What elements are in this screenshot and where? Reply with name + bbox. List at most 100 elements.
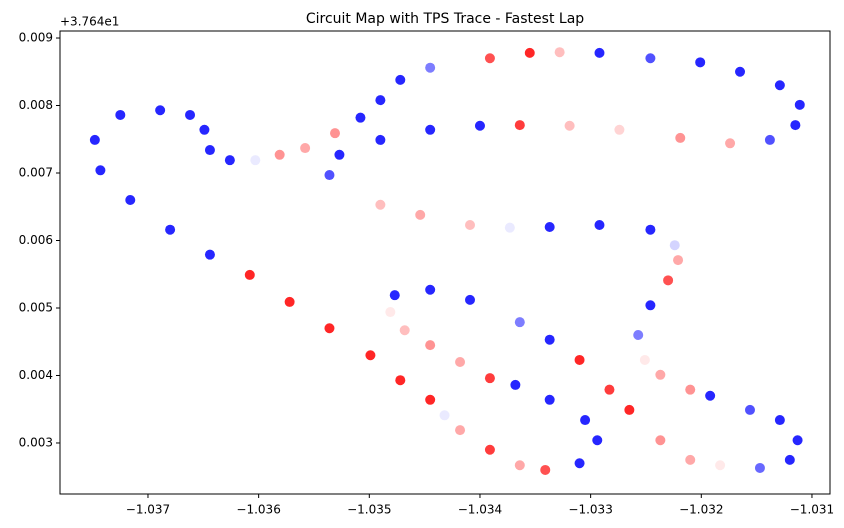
track-point	[425, 62, 436, 73]
y-tick-label: 0.003	[19, 435, 53, 449]
x-tick-label: −1.031	[790, 503, 834, 517]
track-point	[395, 375, 406, 386]
track-point	[540, 464, 551, 475]
track-point	[574, 458, 585, 469]
track-point	[645, 224, 656, 235]
track-point	[95, 165, 106, 176]
track-point	[250, 155, 261, 166]
track-point	[204, 145, 215, 156]
track-point	[655, 435, 666, 446]
track-point	[744, 404, 755, 415]
track-point	[544, 334, 555, 345]
track-point	[554, 47, 565, 58]
track-point	[339, 186, 350, 197]
track-point	[790, 120, 801, 131]
track-point	[794, 99, 805, 110]
track-point	[375, 134, 386, 145]
track-point	[784, 454, 795, 465]
track-point	[645, 53, 656, 64]
track-point	[375, 199, 386, 210]
track-point	[465, 219, 476, 230]
track-point	[375, 95, 386, 106]
x-tick-label: −1.035	[347, 503, 391, 517]
track-point	[244, 269, 255, 280]
track-point	[510, 379, 521, 390]
track-point	[89, 134, 100, 145]
track-point	[673, 255, 684, 266]
track-point	[484, 373, 495, 384]
track-point	[185, 109, 196, 120]
track-point	[725, 138, 736, 149]
track-point	[365, 350, 376, 361]
x-tick-label: −1.034	[458, 503, 502, 517]
track-point	[474, 120, 485, 131]
track-point	[645, 300, 656, 311]
track-point	[544, 221, 555, 232]
track-point	[389, 290, 400, 301]
track-point	[735, 66, 746, 77]
track-point	[764, 134, 775, 145]
x-tick-label: −1.033	[568, 503, 612, 517]
track-point	[695, 57, 706, 68]
track-point	[334, 149, 345, 160]
y-tick-label: 0.007	[19, 166, 53, 180]
x-tick-label: −1.032	[679, 503, 723, 517]
x-tick-label: −1.036	[236, 503, 280, 517]
track-point	[655, 369, 666, 380]
track-point	[685, 384, 696, 395]
track-point	[774, 80, 785, 91]
track-point	[594, 47, 605, 58]
track-point	[324, 323, 335, 334]
track-point	[633, 329, 644, 340]
track-point	[465, 294, 476, 305]
track-point	[754, 462, 765, 473]
track-point	[415, 209, 426, 220]
track-point	[580, 415, 591, 426]
track-point	[705, 390, 716, 401]
track-point	[425, 124, 436, 135]
track-point	[685, 454, 696, 465]
track-point	[594, 219, 605, 230]
track-point	[455, 57, 466, 68]
track-point	[715, 460, 726, 471]
track-point	[669, 240, 680, 251]
y-tick-label: 0.006	[19, 233, 53, 247]
track-point	[385, 307, 396, 318]
track-point	[204, 249, 215, 260]
track-point	[115, 109, 126, 120]
track-point	[425, 284, 436, 295]
track-point	[155, 105, 166, 116]
track-point	[524, 47, 535, 58]
track-point	[324, 170, 335, 181]
y-tick-label: 0.004	[19, 368, 53, 382]
y-tick-label: 0.009	[19, 31, 53, 45]
track-point	[504, 222, 515, 233]
track-point	[425, 394, 436, 405]
track-point	[330, 128, 340, 139]
track-point	[792, 435, 803, 446]
track-point	[284, 296, 295, 307]
track-point	[165, 224, 176, 235]
track-point	[675, 132, 686, 143]
chart-title: Circuit Map with TPS Trace - Fastest Lap	[306, 11, 584, 27]
axes-frame	[59, 30, 831, 495]
track-point	[274, 149, 285, 160]
track-point	[455, 425, 466, 436]
track-point	[663, 275, 674, 286]
track-point	[514, 120, 525, 131]
track-point	[604, 384, 615, 395]
y-offset-label: +3.764e1	[60, 15, 119, 29]
track-point	[199, 124, 210, 135]
track-point	[224, 155, 235, 166]
x-tick-label: −1.037	[126, 503, 170, 517]
track-point	[574, 354, 585, 365]
track-point	[614, 124, 625, 135]
y-tick-label: 0.008	[19, 98, 53, 112]
track-point	[455, 356, 466, 367]
track-point	[774, 415, 785, 426]
track-point	[355, 112, 366, 123]
y-tick-label: 0.005	[19, 300, 53, 314]
track-point	[639, 354, 650, 365]
track-point	[564, 120, 575, 131]
